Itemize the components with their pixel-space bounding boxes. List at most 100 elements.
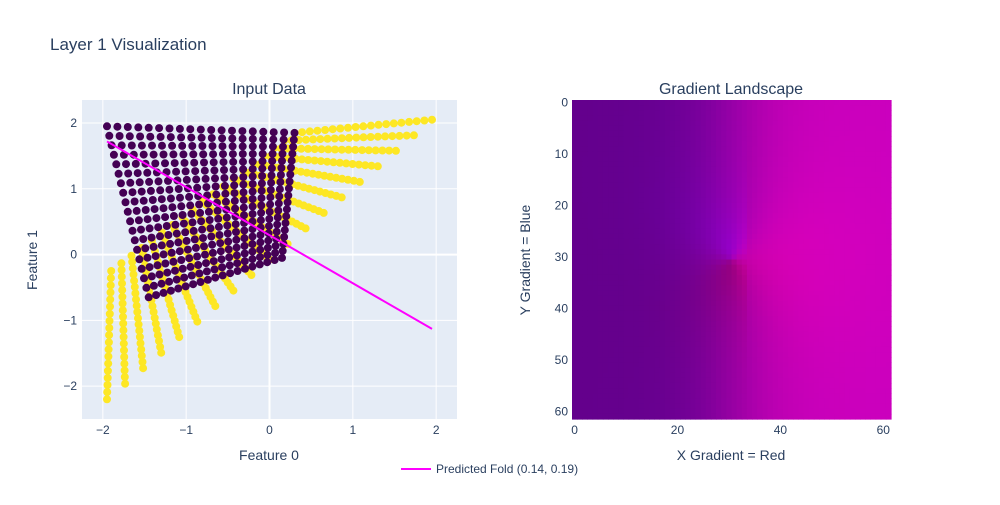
heatmap-cell (793, 259, 799, 266)
heatmap-cell (690, 336, 697, 343)
heatmap-cell (839, 249, 846, 255)
heatmap-cell (721, 295, 727, 302)
heatmap-cell (829, 130, 836, 137)
heatmap-cell (731, 228, 738, 235)
heatmap-cell (813, 130, 820, 137)
heatmap-cell (633, 187, 640, 194)
heatmap-cell (736, 244, 743, 250)
heatmap-cell (818, 151, 825, 158)
heatmap-cell (638, 100, 645, 106)
heatmap-cell (710, 336, 717, 343)
heatmap-cell (674, 300, 681, 307)
heatmap-cell (654, 346, 661, 353)
heatmap-cell (659, 408, 666, 415)
heatmap-cell (695, 187, 702, 194)
heatmap-cell (865, 403, 872, 410)
heatmap-cell (752, 269, 758, 276)
legend-label: Predicted Fold (0.14, 0.19) (436, 462, 578, 476)
heatmap-cell (824, 197, 830, 204)
heatmap-cell (623, 388, 630, 394)
scatter-point-class-0 (274, 199, 283, 208)
heatmap-cell (731, 305, 738, 312)
heatmap-cell (690, 264, 697, 271)
heatmap-cell (746, 393, 753, 400)
heatmap-cell (592, 295, 599, 302)
heatmap-cell (880, 151, 887, 158)
heatmap-cell (721, 331, 727, 338)
heatmap-cell (710, 403, 717, 410)
heatmap-cell (746, 115, 753, 122)
heatmap-cell (849, 187, 856, 194)
scatter-point-class-0 (154, 177, 163, 186)
heatmap-cell (752, 161, 758, 168)
heatmap-cell (793, 233, 799, 240)
heatmap-cell (582, 192, 589, 199)
heatmap-cell (731, 115, 738, 122)
heatmap-cell (602, 151, 609, 158)
heatmap-cell (716, 244, 722, 250)
heatmap-cell (829, 197, 836, 204)
heatmap-cell (654, 151, 661, 158)
heatmap-cell (674, 249, 681, 255)
heatmap-cell (829, 218, 836, 225)
heatmap-cell (721, 115, 727, 122)
heatmap-cell (788, 202, 794, 209)
heatmap-cell (854, 146, 861, 153)
heatmap-cell (649, 321, 655, 327)
heatmap-cell (613, 187, 619, 194)
heatmap-cell (716, 300, 722, 307)
heatmap-cell (767, 105, 774, 111)
heatmap-cell (793, 382, 799, 389)
heatmap-cell (788, 352, 794, 358)
heatmap-cell (587, 398, 594, 405)
scatter-point-class-1 (348, 160, 357, 168)
heatmap-cell (885, 352, 892, 358)
heatmap-cell (736, 233, 743, 240)
heatmap-cell (798, 382, 805, 389)
heatmap-cell (705, 228, 712, 235)
heatmap-cell (587, 238, 594, 245)
heatmap-cell (613, 352, 619, 358)
heatmap-cell (860, 115, 866, 122)
heatmap-cell (592, 326, 599, 333)
heatmap-cell (875, 408, 882, 415)
heatmap-cell (865, 388, 872, 394)
heatmap-cell (695, 120, 702, 127)
heatmap-cell (587, 326, 594, 333)
heatmap-cell (577, 264, 583, 271)
heatmap-cell (572, 388, 578, 394)
heatmap-cell (592, 213, 599, 219)
heatmap-cell (608, 233, 614, 240)
heatmap-cell (875, 398, 882, 405)
heatmap-cell (649, 269, 655, 276)
legend[interactable]: Predicted Fold (0.14, 0.19) (401, 462, 578, 476)
heatmap-cell (597, 341, 604, 348)
heatmap-cell (746, 100, 753, 106)
heatmap-cell (844, 238, 851, 245)
heatmap-cell (592, 192, 599, 199)
heatmap-cell (587, 264, 594, 271)
heatmap-cell (767, 388, 774, 394)
heatmap-cell (762, 146, 769, 153)
heatmap-cell (777, 192, 784, 199)
heatmap-cell (659, 331, 666, 338)
heatmap-cell (752, 223, 758, 230)
heatmap-cell (690, 280, 697, 286)
heatmap-cell (716, 105, 722, 111)
heatmap-cell (870, 177, 877, 183)
heatmap-cell (608, 146, 614, 153)
heatmap-cell (577, 305, 583, 312)
heatmap-cell (710, 172, 717, 178)
heatmap-cell (736, 305, 743, 312)
heatmap-cell (880, 367, 887, 374)
heatmap-cell (602, 341, 609, 348)
heatmap-cell (685, 377, 691, 384)
scatter-point-class-0 (238, 127, 247, 136)
heatmap-cell (726, 166, 733, 173)
heatmap-cell (582, 362, 589, 369)
heatmap-cell (592, 357, 599, 364)
heatmap-cell (731, 393, 738, 400)
heatmap-cell (726, 218, 733, 225)
heatmap-cell (669, 218, 676, 225)
heatmap-cell (695, 341, 702, 348)
